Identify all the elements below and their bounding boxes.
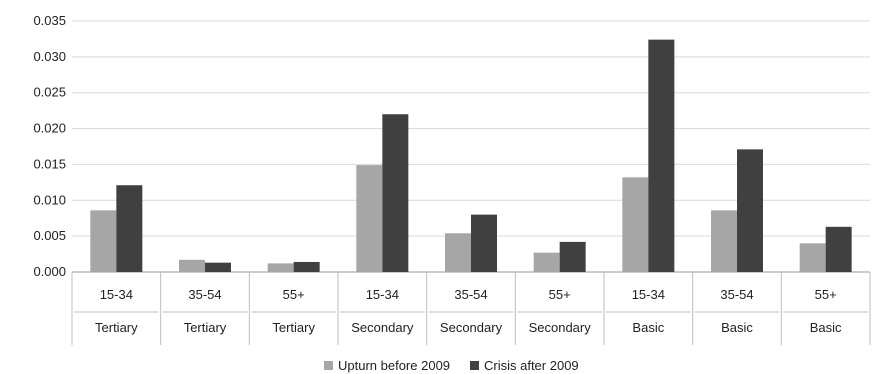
legend-label-upturn: Upturn before 2009 bbox=[338, 358, 450, 373]
x-tick-label-education: Basic bbox=[721, 320, 753, 335]
y-tick-label: 0.020 bbox=[33, 121, 66, 136]
y-tick-label: 0.030 bbox=[33, 49, 66, 64]
bar-upturn-4 bbox=[356, 165, 383, 272]
x-tick-label-age: 15-34 bbox=[100, 287, 133, 302]
x-tick-label-education: Basic bbox=[632, 320, 664, 335]
bars bbox=[90, 39, 852, 272]
x-tick-label-age: 15-34 bbox=[366, 287, 399, 302]
bar-upturn-3 bbox=[267, 263, 294, 272]
y-tick-label: 0.025 bbox=[33, 85, 66, 100]
legend: Upturn before 2009 Crisis after 2009 bbox=[324, 358, 579, 373]
x-tick-label-education: Basic bbox=[810, 320, 842, 335]
x-tick-label-education: Tertiary bbox=[272, 320, 315, 335]
bar-upturn-9 bbox=[799, 243, 826, 272]
x-tick-label-education: Secondary bbox=[440, 320, 503, 335]
legend-swatch-crisis bbox=[470, 361, 479, 370]
y-tick-label: 0.035 bbox=[33, 13, 66, 28]
x-tick-label-education: Secondary bbox=[351, 320, 414, 335]
bar-crisis-7 bbox=[648, 39, 675, 272]
bar-crisis-5 bbox=[471, 214, 497, 272]
bar-crisis-6 bbox=[559, 241, 586, 272]
bar-upturn-6 bbox=[533, 252, 560, 272]
bar-crisis-1 bbox=[116, 185, 143, 272]
bar-crisis-8 bbox=[737, 149, 763, 272]
y-tick-label: 0.015 bbox=[33, 156, 66, 171]
x-axis: 15-34 Tertiary 35-54 Tertiary 55+ Tertiary 15-… bbox=[71, 272, 871, 345]
y-tick-label: 0.000 bbox=[33, 264, 66, 279]
bar-upturn-5 bbox=[445, 233, 471, 272]
y-tick-label: 0.010 bbox=[33, 192, 66, 207]
y-axis: 0.000 0.005 0.010 0.015 0.020 0.025 0.030 0.035 bbox=[33, 13, 66, 279]
gridlines bbox=[72, 20, 870, 273]
x-tick-label-age: 55+ bbox=[549, 287, 571, 302]
bar-crisis-3 bbox=[293, 261, 320, 272]
x-tick-label-age: 35-54 bbox=[454, 287, 487, 302]
x-tick-label-age: 35-54 bbox=[720, 287, 753, 302]
x-tick-label-education: Secondary bbox=[529, 320, 592, 335]
y-tick-label: 0.005 bbox=[33, 228, 66, 243]
bar-upturn-1 bbox=[90, 210, 117, 272]
legend-swatch-upturn bbox=[324, 361, 333, 370]
x-tick-label-age: 55+ bbox=[283, 287, 305, 302]
legend-label-crisis: Crisis after 2009 bbox=[484, 358, 579, 373]
x-tick-label-education: Tertiary bbox=[184, 320, 227, 335]
x-tick-label-age: 35-54 bbox=[188, 287, 221, 302]
bar-upturn-8 bbox=[711, 210, 737, 272]
bar-crisis-2 bbox=[205, 262, 231, 272]
bar-crisis-4 bbox=[382, 114, 409, 272]
bar-upturn-7 bbox=[622, 177, 649, 272]
bar-upturn-2 bbox=[179, 259, 205, 272]
x-tick-label-age: 55+ bbox=[815, 287, 837, 302]
x-tick-label-education: Tertiary bbox=[95, 320, 138, 335]
x-tick-label-age: 15-34 bbox=[632, 287, 665, 302]
bar-crisis-9 bbox=[825, 226, 852, 272]
